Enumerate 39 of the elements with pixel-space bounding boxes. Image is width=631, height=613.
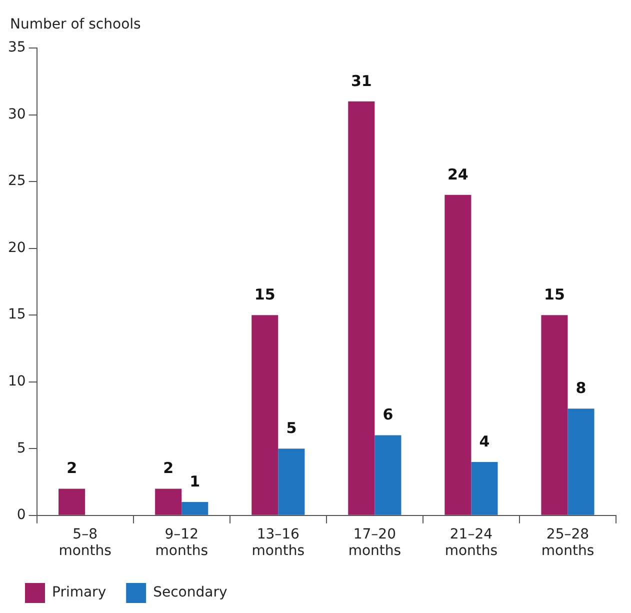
data-label: 31 [350,72,372,90]
bar [541,315,568,515]
y-tick-label: 15 [8,306,26,323]
bar [278,448,305,515]
bar [252,315,278,515]
x-tick-label: 17–20 months [348,526,402,560]
data-label: 8 [576,378,586,397]
bar [155,488,182,515]
y-tick-label: 5 [16,440,26,456]
bar [471,462,498,515]
y-tick-label: 30 [8,106,26,122]
legend-label: Secondary [153,584,228,601]
bar [568,408,594,515]
data-label: 15 [254,285,276,304]
bar [182,502,208,515]
x-tick-label: 13–16 months [252,526,305,560]
data-label: 4 [479,432,490,450]
bar [444,194,472,515]
data-label: 24 [447,165,468,184]
data-label: 2 [66,459,78,478]
legend-label: Primary [52,584,106,601]
y-tick-label: 20 [8,240,26,256]
y-tick-label: 35 [8,40,26,56]
data-label: 6 [382,406,394,424]
y-tick-label: 25 [8,173,26,190]
bar [58,488,86,515]
bar [374,435,402,515]
x-tick-label: 21–24 months [444,526,498,560]
x-tick-label: 5–8 months [58,526,112,560]
y-tick-label: 0 [16,507,26,524]
data-label: 5 [286,419,297,438]
data-label: 1 [190,472,200,490]
x-tick-label: 9–12 months [155,526,208,560]
x-tick-label: 25–28 months [541,526,594,560]
y-tick-label: 10 [8,374,26,390]
y-axis-title: Number of schools [10,16,141,33]
data-label: 2 [163,459,174,478]
bar [348,101,375,515]
data-label: 15 [544,285,565,304]
